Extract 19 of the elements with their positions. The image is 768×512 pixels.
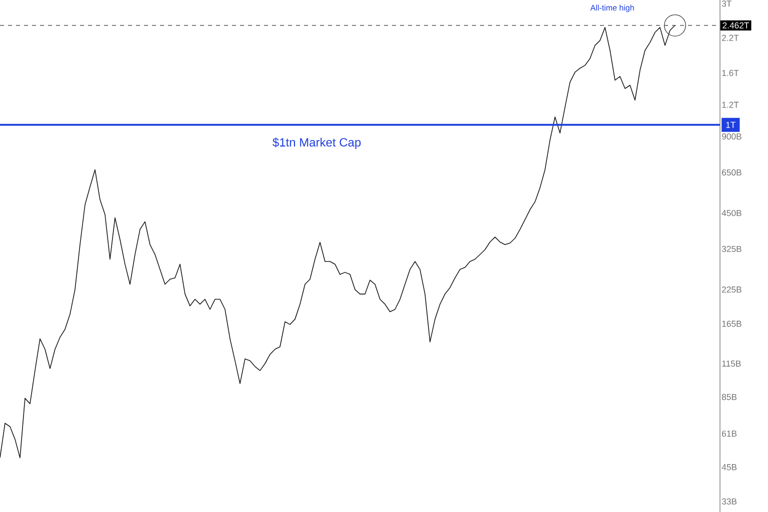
y-tick-label: 33B [722,498,737,505]
y-tick-label: 1T [726,122,736,128]
y-tick-label: 115B [722,360,741,367]
y-tick-label: 1.2T [722,102,739,108]
y-tick-label: 2.2T [722,34,739,41]
ref-line-label: 2.462T [722,22,750,28]
ref-line-label: $1tn Market Cap [272,138,361,149]
y-tick-label: 85B [722,394,737,400]
y-tick-label: 450B [722,210,742,216]
annotation: All-time high [590,4,634,12]
y-tick-label: 900B [722,133,742,140]
y-tick-label: 3T [722,0,732,7]
y-tick-label: 45B [722,464,737,470]
y-tick-label: 61B [722,430,737,437]
y-tick-label: 225B [722,286,742,293]
y-tick-label: 1.6T [722,70,739,76]
y-tick-label: 165B [722,320,742,327]
y-tick-label: 650B [722,169,742,176]
y-tick-label: 325B [722,246,742,252]
